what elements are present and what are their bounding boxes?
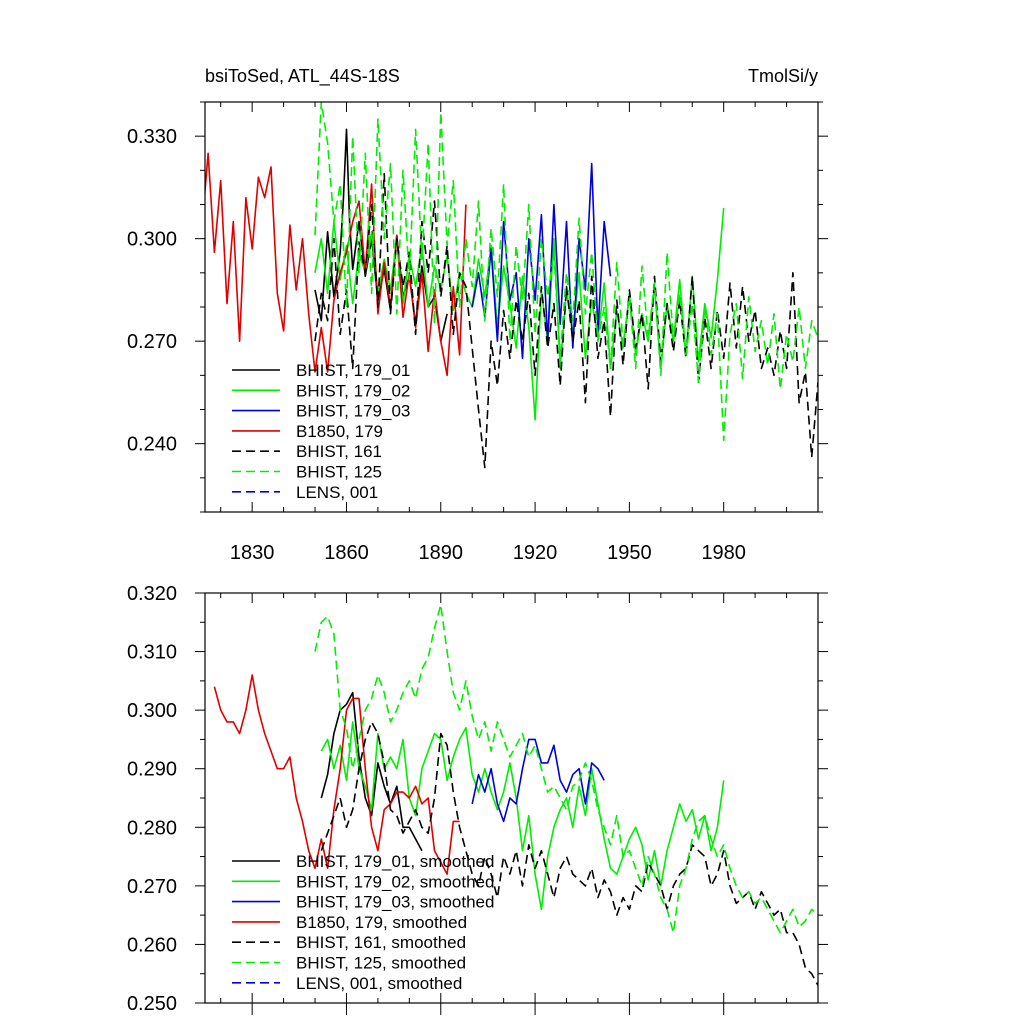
top-legend-label-6: LENS, 001 [296,483,378,502]
bottom-legend-label-1: BHIST, 179_02, smoothed [296,872,494,891]
bottom-series-line-4 [320,721,818,986]
bottom-legend-label-5: BHIST, 125, smoothed [296,954,466,973]
top-y-tick-label: 0.270 [127,331,177,353]
top-x-tick-label: 1920 [513,542,558,564]
top-x-tick-label: 1830 [230,542,275,564]
top-series-line-3 [205,152,467,377]
bottom-y-tick-label: 0.320 [127,583,177,605]
top-y-tick-label: 0.300 [127,229,177,251]
bottom-series-line-2 [471,738,605,823]
bottom-y-tick-label: 0.310 [127,642,177,664]
bottom-y-tick-label: 0.300 [127,700,177,722]
top-x-tick-label: 1890 [419,542,464,564]
bottom-legend-label-2: BHIST, 179_03, smoothed [296,893,494,912]
bottom-legend-label-4: BHIST, 161, smoothed [296,933,466,952]
top-legend-label-4: BHIST, 161 [296,442,382,461]
top-x-tick-label: 1950 [607,542,652,564]
top-panel-frame [204,101,819,513]
bottom-series-line-1 [320,721,725,911]
top-x-tick-label: 1980 [701,542,746,564]
top-panel-ticks: 1830 1860 1890 1920 1950 1980 0.240 0.270 0.300 0… [127,101,828,564]
top-series-line-5 [314,102,818,442]
top-legend-label-0: BHIST, 179_01 [296,361,410,380]
bottom-panel-series [213,603,818,986]
top-series-line-2 [471,162,612,360]
top-legend-label-3: B1850, 179 [296,422,383,441]
bottom-series-line-3 [213,674,460,875]
bottom-legend-label-0: BHIST, 179_01, smoothed [296,852,494,871]
bottom-series-line-0 [320,691,423,852]
bottom-legend-label-6: LENS, 001, smoothed [296,974,462,993]
top-y-tick-label: 0.240 [127,434,177,456]
top-panel-units: TmolSi/y [748,66,818,86]
bottom-panel-frame [204,592,819,1004]
top-panel-title: bsiToSed, ATL_44S-18S [205,66,400,87]
bottom-y-tick-label: 0.260 [127,934,177,956]
top-panel: bsiToSed, ATL_44S-18S TmolSi/y 1830 1860 1… [127,66,828,564]
bottom-y-tick-label: 0.280 [127,817,177,839]
bottom-y-tick-label: 0.250 [127,993,177,1015]
top-panel-series [205,102,818,469]
bottom-series-line-5 [314,603,818,934]
top-legend-label-1: BHIST, 179_02 [296,381,410,400]
top-x-tick-label: 1860 [324,542,369,564]
bottom-legend-label-3: B1850, 179, smoothed [296,913,467,932]
top-legend-label-5: BHIST, 125 [296,463,382,482]
top-series-line-4 [314,173,818,469]
bottom-panel: 0.250 0.260 0.270 0.280 0.290 0.300 0.310 0.320… [127,583,828,1015]
top-y-tick-label: 0.330 [127,126,177,148]
bottom-y-tick-label: 0.290 [127,759,177,781]
bottom-y-tick-label: 0.270 [127,876,177,898]
bottom-panel-ticks: 0.250 0.260 0.270 0.280 0.290 0.300 0.310 0.320 [127,583,828,1015]
top-legend-label-2: BHIST, 179_03 [296,402,410,421]
